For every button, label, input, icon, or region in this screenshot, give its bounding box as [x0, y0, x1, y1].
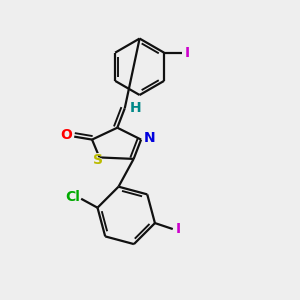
Text: Cl: Cl — [65, 190, 81, 205]
Text: O: O — [60, 128, 72, 142]
Text: S: S — [92, 153, 104, 168]
Text: S: S — [93, 153, 103, 167]
Text: H: H — [130, 101, 142, 115]
Text: I: I — [185, 46, 190, 60]
Text: I: I — [176, 222, 181, 236]
Text: I: I — [184, 45, 190, 60]
Text: Cl: Cl — [65, 190, 80, 204]
Text: I: I — [175, 221, 181, 236]
Text: N: N — [143, 131, 155, 145]
Text: O: O — [59, 128, 72, 143]
Text: H: H — [130, 100, 142, 115]
Text: N: N — [143, 130, 155, 146]
